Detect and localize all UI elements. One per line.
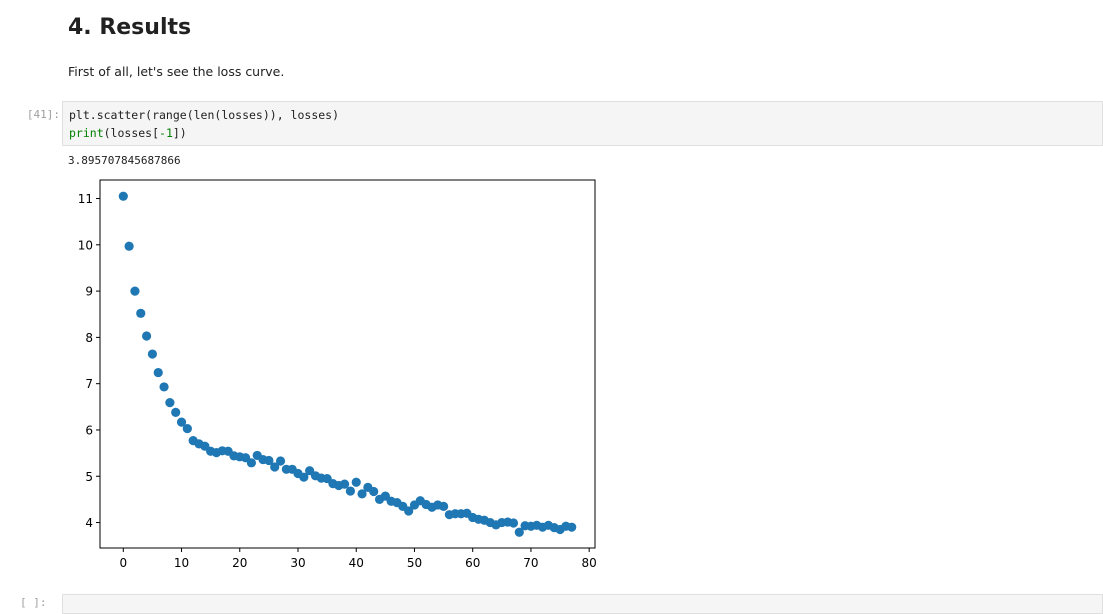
x-tick-label: 10 <box>174 556 189 570</box>
scatter-point <box>264 455 274 466</box>
scatter-point <box>404 506 414 516</box>
scatter-point <box>339 479 350 489</box>
x-tick-label: 70 <box>523 556 538 570</box>
loss-scatter-plot: 4 5 6 7 8 9 10 11 0 10 20 30 40 50 60 70 80 <box>78 179 597 570</box>
y-axis-ticks: 4 5 6 7 8 9 10 11 <box>78 192 100 530</box>
x-tick-label: 60 <box>465 556 480 570</box>
y-tick-label: 4 <box>85 516 93 530</box>
cell-output-text: 3.895707845687866 <box>68 154 181 167</box>
scatter-point <box>141 331 152 341</box>
results-heading: 4. Results <box>68 15 192 40</box>
scatter-point <box>351 477 361 487</box>
scatter-point <box>118 191 128 201</box>
scatter-point <box>159 382 169 392</box>
scatter-point <box>567 522 577 532</box>
scatter-point <box>124 241 134 251</box>
y-tick-label: 9 <box>85 285 93 299</box>
scatter-point <box>357 489 367 499</box>
x-tick-label: 80 <box>582 556 597 570</box>
markdown-cell[interactable]: 4. Results First of all, let's see the l… <box>68 8 1068 79</box>
scatter-points <box>118 191 577 537</box>
code-cell-editor[interactable]: plt.scatter(range(len(losses)), losses) … <box>62 101 1103 146</box>
scatter-point <box>270 462 280 472</box>
code-print-args-close: ]) <box>172 126 187 140</box>
execution-count-prompt: [41]: <box>26 108 60 121</box>
code-index-literal: -1 <box>159 126 173 140</box>
next-code-cell-editor[interactable] <box>62 594 1103 614</box>
y-tick-label: 7 <box>85 377 93 391</box>
code-print-args-open: (losses[ <box>103 126 160 140</box>
code-scatter-call: plt.scatter(range(len(losses)), losses) <box>69 108 340 122</box>
x-tick-label: 40 <box>349 556 364 570</box>
x-tick-label: 0 <box>119 556 127 570</box>
scatter-point <box>246 458 257 468</box>
x-tick-label: 30 <box>290 556 305 570</box>
scatter-point <box>369 486 379 497</box>
scatter-point <box>299 472 309 482</box>
code-print-keyword: print <box>69 126 104 140</box>
y-tick-label: 5 <box>85 470 93 484</box>
y-tick-label: 11 <box>78 192 93 206</box>
scatter-point <box>508 518 519 528</box>
scatter-point <box>171 407 181 417</box>
scatter-point <box>345 486 356 496</box>
scatter-point <box>275 456 286 466</box>
scatter-point <box>130 286 140 296</box>
x-tick-label: 50 <box>407 556 422 570</box>
results-intro-text: First of all, let's see the loss curve. <box>68 64 285 79</box>
scatter-point <box>438 501 449 511</box>
y-tick-label: 10 <box>78 238 93 252</box>
code-line-1[interactable]: plt.scatter(range(len(losses)), losses) <box>69 108 339 122</box>
scatter-point <box>514 527 524 537</box>
next-cell-prompt: [ ]: <box>20 596 47 609</box>
scatter-point <box>147 349 158 359</box>
code-line-2[interactable]: print(losses[-1]) <box>69 126 187 140</box>
scatter-point <box>176 417 187 427</box>
scatter-point <box>136 308 146 318</box>
y-tick-label: 6 <box>85 423 93 437</box>
scatter-point <box>182 423 192 434</box>
x-tick-label: 20 <box>232 556 247 570</box>
x-axis-ticks: 0 10 20 30 40 50 60 70 80 <box>119 548 597 570</box>
scatter-point <box>153 367 163 378</box>
y-tick-label: 8 <box>85 331 93 345</box>
scatter-point <box>165 398 175 408</box>
